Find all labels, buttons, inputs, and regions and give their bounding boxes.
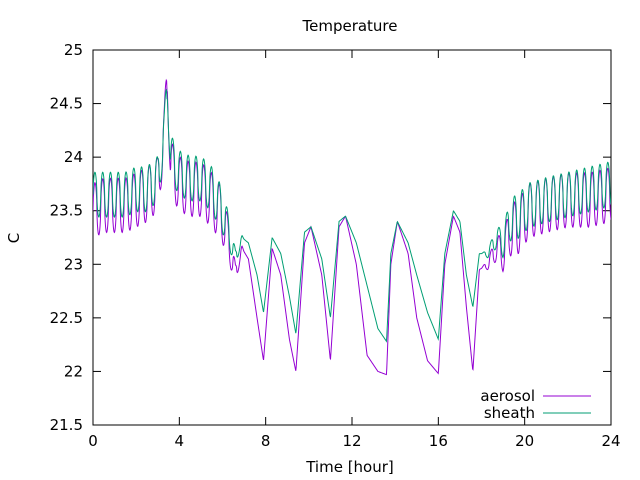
series-lines [93,78,611,376]
series-line-sheath [93,88,611,343]
y-tick-label: 23 [64,255,83,273]
y-tick-label: 22 [64,362,83,380]
y-tick-label: 23.5 [50,202,83,220]
plot-frame [92,49,612,426]
y-tick-label: 24 [64,148,83,166]
y-tick-label: 25 [64,41,83,59]
x-axis-label: Time [hour] [305,458,394,476]
x-tick-label: 16 [429,432,448,450]
axis-ticks [92,49,612,426]
chart-title: Temperature [301,17,397,35]
legend-label-sheath: sheath [484,404,535,422]
y-tick-label: 24.5 [50,95,83,113]
y-tick-label: 21.5 [50,416,83,434]
legend: aerosol sheath [480,387,591,422]
x-tick-label: 4 [175,432,185,450]
x-tick-label: 0 [88,432,98,450]
x-tick-label: 20 [515,432,534,450]
legend-label-aerosol: aerosol [480,387,535,405]
axis-tick-labels: 0 4 8 12 16 20 24 21.5 22 22.5 23 23.5 24 24.5 25 [50,41,621,450]
x-tick-label: 24 [601,432,620,450]
series-line-aerosol [93,78,611,376]
x-tick-label: 12 [342,432,361,450]
x-tick-label: 8 [261,432,271,450]
y-axis-label: C [5,233,23,243]
y-tick-label: 22.5 [50,309,83,327]
